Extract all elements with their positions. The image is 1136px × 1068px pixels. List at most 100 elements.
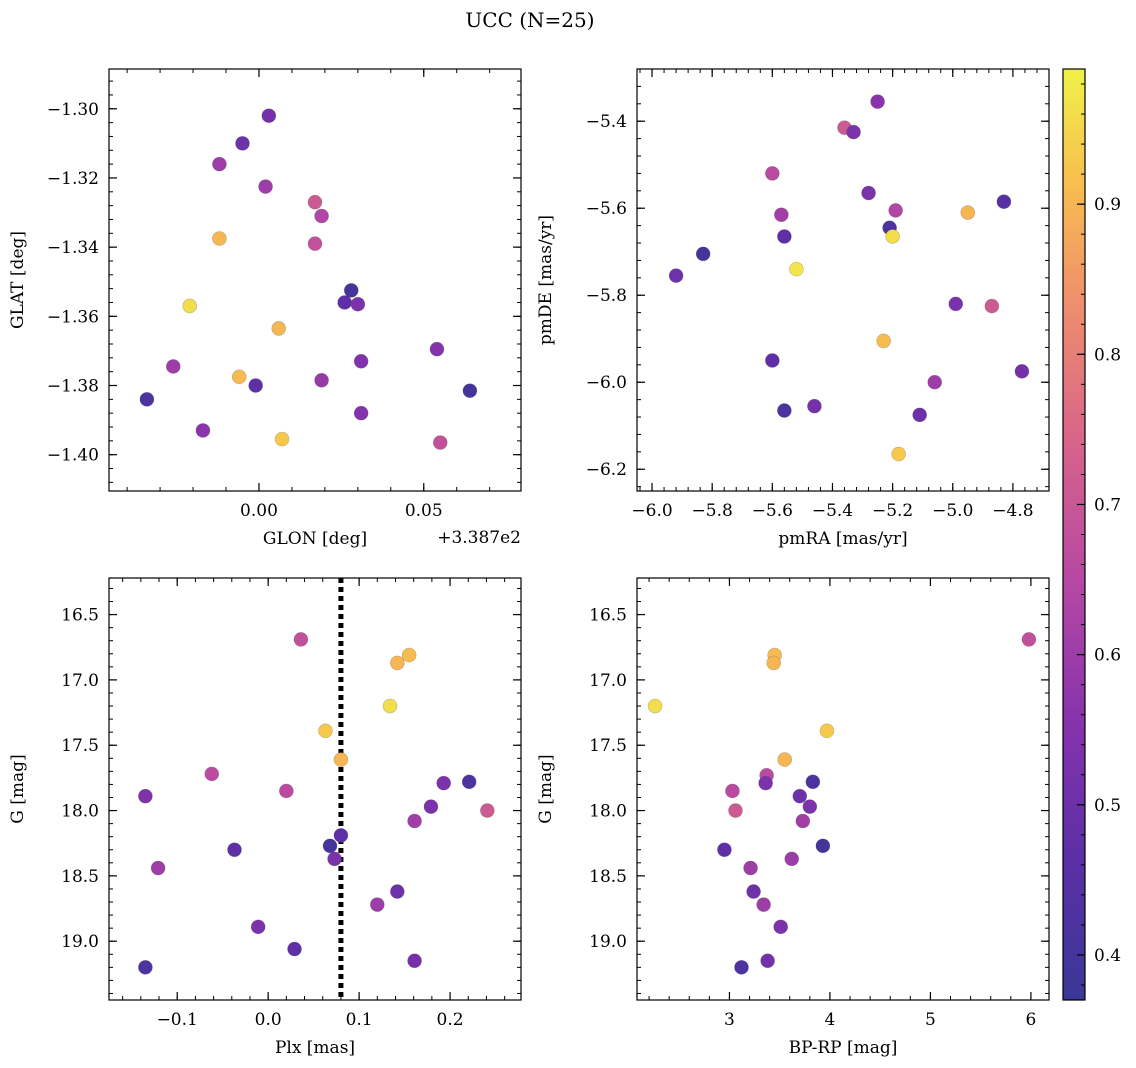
- data-point: [912, 407, 927, 423]
- y-tick-label: 18.0: [61, 802, 99, 822]
- data-point: [876, 333, 891, 349]
- data-point: [423, 799, 439, 814]
- y-tick-label: −6.2: [586, 460, 627, 480]
- colorbar-tick-label: 0.6: [1094, 646, 1121, 666]
- data-point: [258, 179, 273, 194]
- data-point: [401, 647, 417, 663]
- colorbar-tick-label: 0.8: [1094, 345, 1121, 365]
- data-point: [322, 838, 338, 854]
- x-tick-label: 0.0: [255, 1010, 282, 1030]
- minor-ticks: [637, 578, 1049, 1000]
- y-tick-label: −5.6: [586, 199, 627, 219]
- data-point: [885, 229, 900, 244]
- y-tick-label: 16.5: [589, 606, 627, 626]
- data-point: [432, 435, 448, 450]
- x-axis-label: GLON [deg]: [263, 529, 367, 549]
- data-point: [370, 897, 385, 912]
- x-tick-label: −4.8: [992, 501, 1033, 521]
- data-point: [461, 774, 477, 790]
- data-point: [337, 295, 352, 310]
- x-tick-label: −5.0: [932, 501, 973, 521]
- y-tick-label: −1.34: [47, 238, 99, 258]
- data-point: [870, 94, 885, 109]
- data-point: [182, 298, 198, 314]
- y-tick-label: −1.38: [47, 377, 99, 397]
- x-tick-label: −6.0: [631, 501, 672, 521]
- colorbar-tick-label: 0.7: [1094, 495, 1121, 515]
- data-point: [760, 953, 775, 969]
- plot-frame: [108, 577, 522, 1001]
- data-point: [150, 860, 166, 876]
- data-point: [815, 838, 831, 854]
- y-tick-label: −5.8: [586, 286, 627, 306]
- data-point: [777, 229, 792, 244]
- y-tick-label: 19.0: [589, 932, 627, 952]
- data-point: [846, 124, 861, 140]
- data-point: [819, 723, 835, 739]
- panel-plx-g: −0.1 0.0 0.1 0.2 16.5 17.0 17.5 18.0 18.5 19.0 Plx…: [8, 577, 522, 1058]
- data-point: [668, 268, 684, 283]
- x-tick-label: 0.2: [437, 1010, 464, 1030]
- colorbar-tick-label: 0.5: [1094, 796, 1121, 816]
- x-tick-label: −5.2: [872, 501, 913, 521]
- y-tick-label: −1.32: [47, 169, 99, 189]
- x-tick-label: 0.05: [405, 501, 443, 521]
- x-tick-label: 5: [925, 1010, 936, 1030]
- data-point: [807, 398, 822, 414]
- colorbar-gradient: [1063, 69, 1085, 1000]
- data-point: [195, 423, 211, 438]
- data-point: [407, 953, 422, 969]
- data-point: [250, 919, 266, 935]
- y-tick-label: 18.0: [589, 802, 627, 822]
- y-tick-label: 16.5: [61, 606, 99, 626]
- x-tick-label: −5.6: [752, 501, 793, 521]
- data-point: [279, 783, 294, 799]
- data-point: [758, 775, 773, 791]
- minor-ticks: [109, 578, 521, 1000]
- colorbar-tick-label: 0.9: [1094, 195, 1121, 215]
- data-point: [353, 353, 369, 369]
- y-tick-label: −1.30: [47, 100, 99, 120]
- x-tick-label: 0.00: [240, 501, 278, 521]
- data-point: [756, 897, 771, 912]
- data-point: [647, 698, 663, 714]
- x-axis-label: BP-RP [mag]: [789, 1038, 898, 1058]
- y-axis-label: GLAT [deg]: [8, 231, 28, 329]
- data-point: [407, 813, 422, 829]
- panel-glon-glat: 0.00 0.05 −1.30 −1.32 −1.34 −1.36 −1.38 −1.40 GL…: [8, 68, 522, 549]
- data-point: [717, 842, 732, 858]
- data-point: [212, 231, 227, 246]
- data-point: [248, 378, 263, 393]
- data-point: [948, 296, 964, 312]
- y-tick-label: 18.5: [589, 867, 627, 887]
- y-tick-label: 17.0: [61, 671, 99, 691]
- data-point: [231, 369, 247, 385]
- colorbar-tick-label: 0.4: [1094, 946, 1121, 966]
- data-point: [765, 166, 780, 181]
- data-point: [293, 632, 309, 647]
- y-axis-label: pmDE [mas/yr]: [536, 215, 556, 345]
- data-point: [462, 383, 478, 398]
- data-point: [1014, 364, 1030, 379]
- data-point: [792, 788, 808, 804]
- data-point: [333, 828, 349, 843]
- data-point: [333, 752, 349, 767]
- data-point: [138, 788, 153, 804]
- data-point: [765, 353, 780, 368]
- data-point: [318, 723, 333, 739]
- x-tick-label: 3: [724, 1010, 735, 1030]
- data-point: [138, 960, 153, 975]
- data-point: [350, 296, 366, 312]
- y-tick-label: 19.0: [61, 932, 99, 952]
- data-point: [789, 261, 804, 277]
- data-point: [728, 803, 743, 818]
- data-point: [436, 775, 451, 791]
- y-tick-label: −6.0: [586, 373, 627, 393]
- figure-title: UCC (N=25): [465, 8, 594, 32]
- data-point: [204, 766, 220, 782]
- data-point: [235, 136, 250, 151]
- x-axis-label: Plx [mas]: [275, 1038, 355, 1058]
- data-point: [773, 919, 788, 935]
- y-tick-label: 17.5: [61, 736, 99, 756]
